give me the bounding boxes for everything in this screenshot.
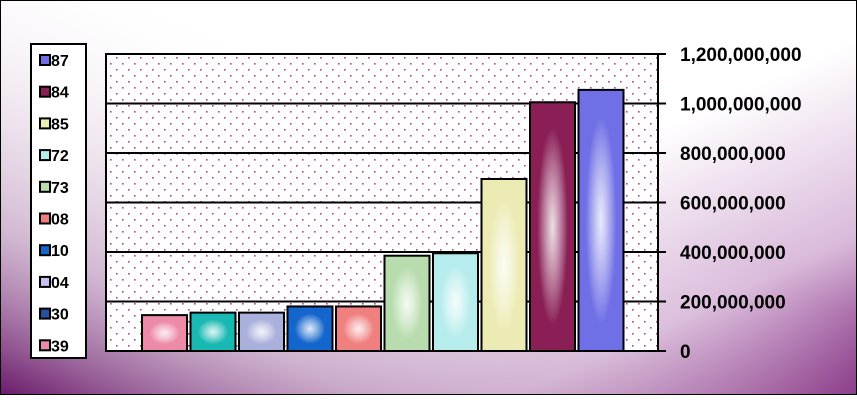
bar-highlight	[146, 319, 183, 347]
y-axis: 0 200,000,000 400,000,000 600,000,000 800,00…	[657, 45, 802, 363]
legend-swatch	[39, 117, 51, 130]
legend-label: 72	[51, 148, 69, 165]
legend-swatch	[39, 180, 51, 193]
y-tick-label: 200,000,000	[680, 293, 786, 314]
legend-label: 73	[51, 180, 69, 197]
y-tick-label: 1,200,000,000	[680, 45, 802, 66]
bar-highlight	[534, 106, 571, 347]
bar-highlight	[194, 316, 232, 347]
bar-highlight	[291, 310, 329, 347]
legend-label: 84	[51, 85, 69, 102]
legend-swatch	[39, 275, 51, 288]
legend-label: 39	[51, 338, 69, 355]
y-tick-label: 400,000,000	[680, 243, 786, 264]
bar-highlight	[437, 257, 474, 347]
bar-highlight	[243, 316, 280, 347]
legend-label: 85	[51, 116, 69, 133]
bars	[141, 88, 625, 353]
legend-label: 30	[51, 307, 69, 324]
legend-swatch	[39, 149, 51, 162]
bar-highlight	[388, 259, 426, 347]
bar-highlight	[340, 310, 377, 347]
legend-swatch	[39, 212, 51, 225]
y-tick-label: 0	[680, 342, 691, 363]
y-tick-label: 1,000,000,000	[680, 95, 802, 116]
legend: 87 84 85 72 73 08 10 04 30 39	[30, 43, 87, 359]
legend-label: 08	[51, 212, 69, 229]
y-tick-label: 600,000,000	[680, 194, 786, 215]
legend-label: 87	[51, 53, 69, 70]
bar-highlight	[582, 93, 620, 347]
bar-highlight	[485, 182, 523, 347]
y-tick-label: 800,000,000	[680, 144, 786, 165]
legend-label: 04	[51, 275, 69, 292]
legend-swatch	[39, 307, 51, 320]
legend-label: 10	[51, 243, 69, 260]
legend-swatch	[39, 54, 51, 66]
legend-swatch	[39, 244, 51, 257]
legend-swatch	[39, 339, 51, 352]
legend-swatch	[39, 85, 51, 98]
